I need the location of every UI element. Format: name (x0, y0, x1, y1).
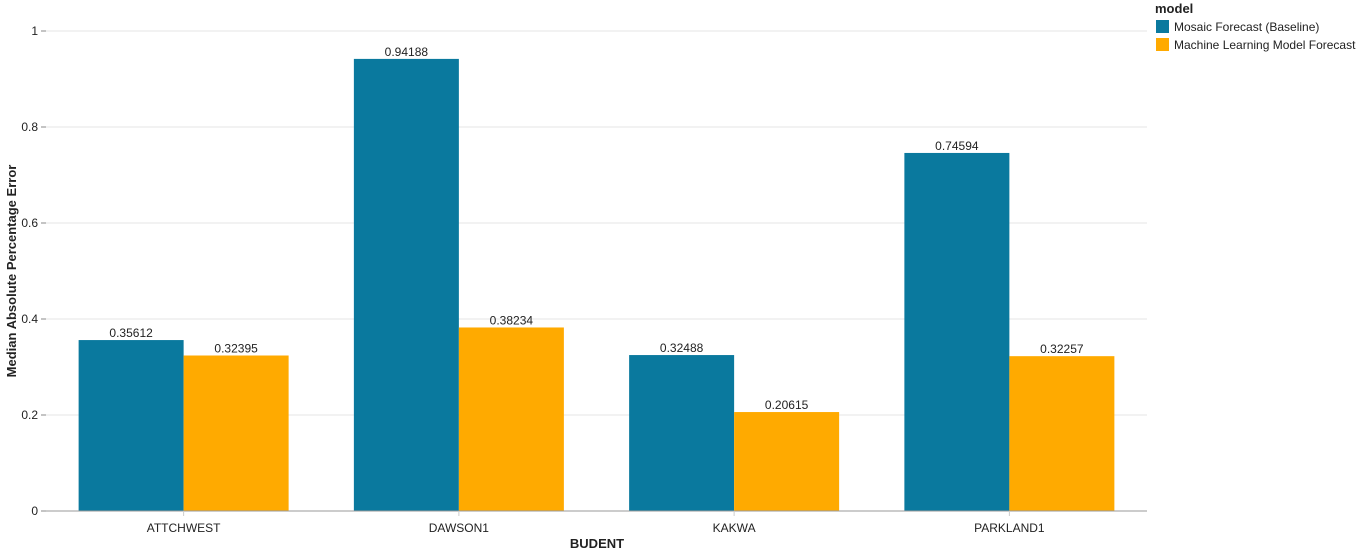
bar (904, 152, 1010, 512)
y-tick-label: 0.4 (21, 312, 38, 326)
data-label: 0.94188 (385, 45, 429, 59)
x-tick-label: DAWSON1 (429, 521, 490, 535)
legend-title: model (1155, 1, 1193, 16)
bar (629, 355, 735, 511)
bar (183, 355, 289, 511)
y-tick-label: 1 (31, 24, 38, 38)
bar (458, 327, 564, 511)
data-label: 0.20615 (765, 398, 809, 412)
legend: model Mosaic Forecast (Baseline) Machine … (1155, 1, 1356, 52)
data-label: 0.32257 (1040, 342, 1084, 356)
legend-label: Machine Learning Model Forecast (1174, 38, 1356, 52)
bar (734, 412, 840, 511)
data-label: 0.32488 (660, 341, 704, 355)
x-tick-label: ATTCHWEST (147, 521, 221, 535)
data-label: 0.74594 (935, 139, 979, 153)
y-tick-label: 0.8 (21, 120, 38, 134)
data-label: 0.35612 (109, 326, 153, 340)
bars: 0.35612 0.32395 0.94188 0.38234 0.32488 0.206… (78, 45, 1115, 512)
x-tick-label: KAKWA (713, 521, 756, 535)
bar (78, 340, 184, 511)
legend-swatch (1156, 38, 1169, 51)
y-axis-title: Median Absolute Percentage Error (4, 165, 19, 378)
legend-swatch (1156, 20, 1169, 33)
y-tick-label: 0.6 (21, 216, 38, 230)
data-label: 0.38234 (490, 313, 534, 327)
x-axis-title: BUDENT (570, 536, 624, 551)
y-tick-label: 0.2 (21, 408, 38, 422)
legend-label: Mosaic Forecast (Baseline) (1174, 20, 1319, 34)
bar (353, 58, 459, 512)
bar (1009, 356, 1115, 511)
y-tick-label: 0 (31, 504, 38, 518)
x-tick-label: PARKLAND1 (974, 521, 1045, 535)
data-label: 0.32395 (214, 342, 258, 356)
axes: 0 0.2 0.4 0.6 0.8 1 ATTCHWEST DAWSON1 KAKWA PARKL… (21, 24, 1147, 535)
